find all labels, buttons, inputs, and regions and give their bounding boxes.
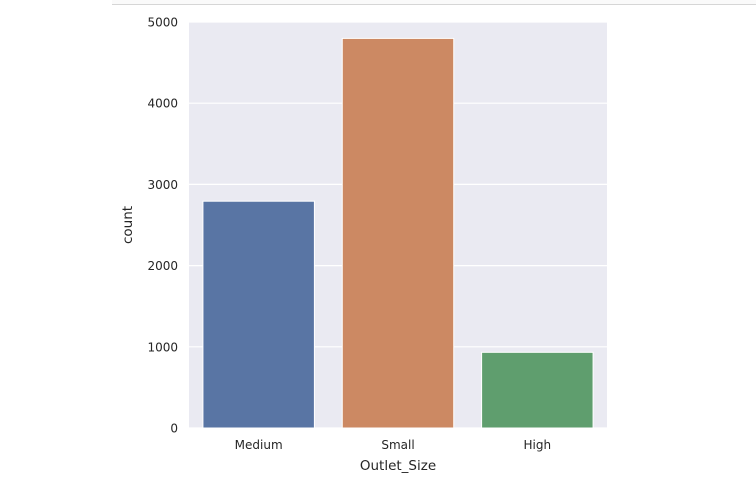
y-tick-label: 1000 [147, 340, 178, 354]
x-axis-label: Outlet_Size [360, 458, 436, 474]
x-tick-label: High [524, 438, 552, 452]
x-axis-ticks: Medium Small High [235, 438, 551, 452]
x-tick-label: Medium [235, 438, 283, 452]
cell-divider [112, 0, 756, 5]
y-tick-label: 5000 [147, 16, 178, 30]
bars [202, 37, 594, 429]
x-tick-label: Small [381, 438, 414, 452]
y-tick-label: 3000 [147, 178, 178, 192]
y-tick-label: 2000 [147, 259, 178, 273]
y-axis-ticks: 0 1000 2000 3000 4000 5000 [147, 16, 178, 436]
y-axis-label: count [120, 206, 136, 244]
bar-small [341, 37, 455, 429]
bar-high [481, 351, 594, 429]
y-tick-label: 0 [170, 422, 178, 436]
y-tick-label: 4000 [147, 97, 178, 111]
bar-medium [202, 200, 315, 429]
